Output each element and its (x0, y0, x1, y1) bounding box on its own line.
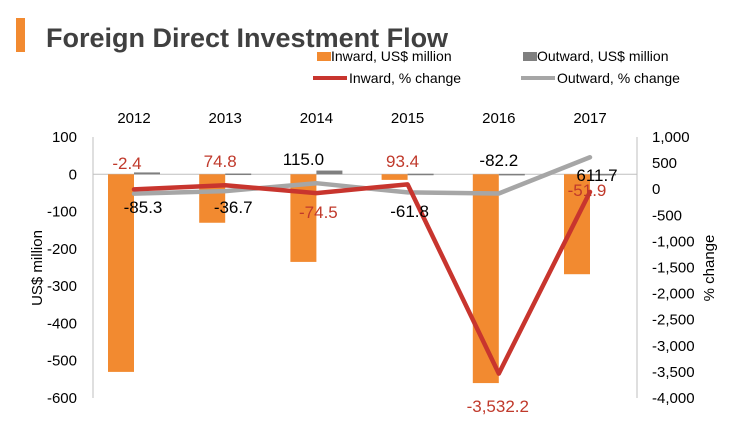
bar-outward (590, 173, 616, 176)
left-axis: 100 0 -100 -200 -300 -400 -500 -600 (47, 129, 637, 407)
left-tick-label: -600 (47, 390, 77, 407)
y-right-axis-title: % change (701, 235, 718, 302)
data-label-outward-pct: 611.7 (576, 166, 617, 185)
legend-label: Outward, US$ million (537, 48, 669, 64)
legend-label: Outward, % change (557, 70, 680, 86)
data-labels: -2.4 74.8 -74.5 93.4 -3,532.2 -51.9 -85.3 -36.7… (112, 150, 617, 416)
right-tick-label: -500 (652, 207, 682, 224)
bar-inward (564, 174, 590, 275)
left-tick-label: 100 (52, 129, 77, 146)
right-tick-label: 0 (652, 181, 660, 198)
bar-outward (498, 173, 525, 176)
data-label-inward-pct: 93.4 (386, 152, 419, 171)
category-label: 2013 (209, 110, 242, 127)
data-label-outward-pct: -82.2 (479, 151, 518, 170)
line-inward-pct (131, 182, 593, 376)
right-tick-label: -3,500 (652, 364, 695, 381)
right-tick-label: 500 (652, 155, 677, 172)
right-tick-label: -1,500 (652, 260, 695, 277)
right-tick-label: -2,000 (652, 286, 695, 303)
bar-outward (225, 173, 252, 176)
bar-inward (108, 174, 134, 372)
left-tick-label: -300 (47, 278, 77, 295)
data-label-inward-pct: -74.5 (299, 203, 338, 222)
left-tick-label: -100 (47, 204, 77, 221)
lines (131, 155, 593, 376)
data-label-inward-pct: -2.4 (112, 154, 141, 173)
category-labels: 2012 2013 2014 2015 2016 2017 (117, 110, 606, 127)
bar-inward (290, 174, 317, 262)
data-label-inward-pct: -3,532.2 (467, 397, 529, 416)
data-label-inward-pct: -51.9 (568, 181, 607, 200)
right-tick-label: -1,000 (652, 233, 695, 250)
right-axis: 1,000 500 0 -500 -1,000 -1,500 -2,000 -2,500 -3,… (636, 129, 695, 407)
left-tick-label: -200 (47, 241, 77, 258)
legend-label: Inward, % change (349, 70, 461, 86)
y-left-axis-title: US$ million (29, 230, 46, 306)
category-label: 2017 (573, 110, 606, 127)
legend-swatch (317, 52, 331, 61)
data-label-outward-pct: -61.8 (390, 202, 429, 221)
data-label-outward-pct: -85.3 (124, 198, 163, 217)
right-tick-label: -3,000 (652, 338, 695, 355)
data-label-outward-pct: -36.7 (214, 198, 253, 217)
data-label-outward-pct: 115.0 (283, 150, 324, 169)
chart-title: Foreign Direct Investment Flow (46, 23, 449, 53)
bar-inward (381, 174, 408, 180)
bar-outward (407, 173, 434, 176)
title-accent-bar (16, 18, 25, 52)
right-tick-label: 1,000 (652, 129, 690, 146)
left-tick-label: -500 (47, 353, 77, 370)
bar-outward (316, 170, 343, 175)
legend-swatch (523, 52, 537, 61)
category-label: 2015 (391, 110, 424, 127)
bar-inward (199, 174, 226, 223)
category-label: 2014 (300, 110, 333, 127)
legend: Inward, US$ million Outward, US$ million I… (313, 48, 680, 86)
legend-label: Inward, US$ million (331, 48, 452, 64)
bar-outward (134, 172, 160, 175)
right-tick-label: -2,500 (652, 312, 695, 329)
right-tick-label: -4,000 (652, 390, 695, 407)
category-label: 2012 (117, 110, 150, 127)
bars (108, 170, 616, 384)
left-tick-label: 0 (69, 166, 77, 183)
left-tick-label: -400 (47, 315, 77, 332)
category-label: 2016 (482, 110, 515, 127)
data-label-inward-pct: 74.8 (204, 152, 237, 171)
